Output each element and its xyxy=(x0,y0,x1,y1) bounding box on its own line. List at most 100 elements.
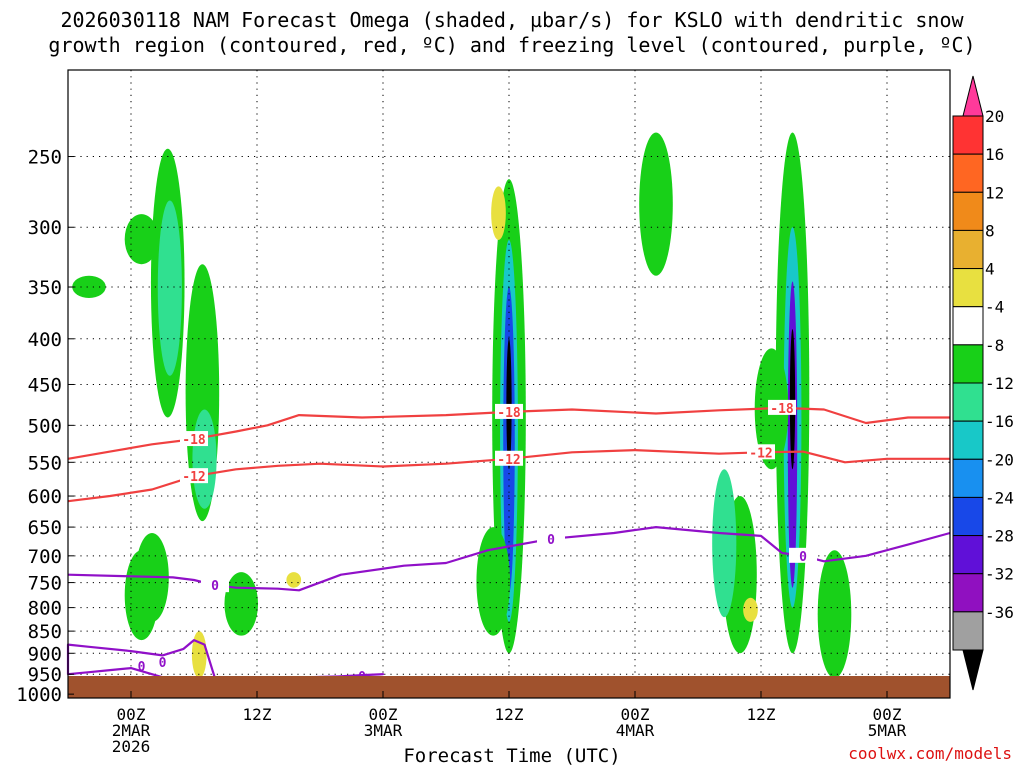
colorbar-segment xyxy=(952,496,984,537)
colorbar-segment xyxy=(952,573,984,613)
x-tick-label: 00Z xyxy=(369,705,398,724)
omega-cell xyxy=(191,631,207,679)
colorbar-label: -8 xyxy=(985,336,1004,355)
omega-cell xyxy=(72,275,106,298)
x-tick-label: 4MAR xyxy=(616,721,655,740)
y-tick-label: 400 xyxy=(28,329,62,351)
credit-text: coolwx.com/models xyxy=(848,744,1012,763)
colorbar-segment xyxy=(952,420,984,460)
freezing-level-lower xyxy=(66,639,385,683)
contour-label: -18 xyxy=(497,406,521,421)
omega-cell xyxy=(817,550,852,679)
colorbar-segment xyxy=(952,229,984,270)
y-tick-label: 650 xyxy=(28,517,62,539)
contour-label: -12 xyxy=(497,453,520,468)
contour-label: -12 xyxy=(749,446,772,461)
colorbar-segment xyxy=(952,611,984,651)
omega-cell xyxy=(789,328,796,470)
x-tick-label: 2MAR xyxy=(112,721,151,740)
ground-surface xyxy=(68,676,950,698)
contour-label-bg xyxy=(201,577,229,593)
contour-label-bg xyxy=(789,547,817,563)
x-tick-label: 12Z xyxy=(495,705,524,724)
omega-cell xyxy=(476,527,511,636)
colorbar-segment xyxy=(952,344,984,384)
y-tick-label: 350 xyxy=(28,277,62,299)
y-tick-label: 300 xyxy=(28,217,62,239)
colorbar-label: -12 xyxy=(985,374,1014,393)
contour-label: 0 xyxy=(799,550,807,565)
chart-title-line-2: growth region (contoured, red, ºC) and f… xyxy=(48,33,976,57)
colorbar-segment xyxy=(952,268,984,308)
freezing-label: 0 xyxy=(138,660,146,675)
y-tick-label: 700 xyxy=(28,546,62,568)
x-axis-title: Forecast Time (UTC) xyxy=(403,745,621,767)
colorbar-label: -16 xyxy=(985,412,1014,431)
colorbar-label: -4 xyxy=(985,298,1004,317)
y-tick-label: 950 xyxy=(28,664,62,686)
omega-cell xyxy=(712,469,737,618)
colorbar-segment xyxy=(952,535,984,575)
y-tick-label: 800 xyxy=(28,598,62,620)
colorbar-label: 8 xyxy=(985,221,995,240)
colorbar-label: 4 xyxy=(985,260,995,279)
y-tick-label: 250 xyxy=(28,147,62,169)
colorbar: 20 16 12 8 4 -4 -8 -12 -16 -20 -24 -28 -32 -36 xyxy=(952,75,1014,691)
colorbar-label: -36 xyxy=(985,603,1014,622)
contour-label-bg xyxy=(747,444,775,460)
omega-cell xyxy=(192,409,217,509)
omega-cell xyxy=(286,572,302,588)
freezing-label: 0 xyxy=(159,656,167,671)
colorbar-top-arrow xyxy=(962,75,984,117)
colorbar-label: -20 xyxy=(985,450,1014,469)
contour-label: 0 xyxy=(547,533,555,548)
colorbar-segment xyxy=(952,115,984,155)
omega-cell xyxy=(743,597,758,622)
colorbar-label: 16 xyxy=(985,145,1004,164)
x-tick-label: 12Z xyxy=(243,705,272,724)
colorbar-segment xyxy=(952,382,984,422)
omega-cell xyxy=(491,186,506,240)
contour-label: -12 xyxy=(182,470,205,485)
colorbar-segment xyxy=(952,306,984,346)
contour-label-bg xyxy=(180,431,208,447)
contour-label: -18 xyxy=(182,433,206,448)
x-tick-label: 00Z xyxy=(873,705,902,724)
contour-label-bg xyxy=(495,450,523,466)
y-tick-label: 500 xyxy=(28,415,62,437)
colorbar-label: 12 xyxy=(985,183,1004,202)
colorbar-segment xyxy=(952,458,984,498)
colorbar-label: -28 xyxy=(985,527,1014,546)
y-tick-label: 450 xyxy=(28,374,62,396)
x-tick-label: 3MAR xyxy=(364,721,403,740)
contour-label-bg xyxy=(768,399,796,415)
x-tick-label: 5MAR xyxy=(868,721,907,740)
colorbar-segment xyxy=(952,153,984,193)
y-tick-label: 600 xyxy=(28,486,62,508)
omega-cell xyxy=(157,200,182,376)
y-tick-label: 1000 xyxy=(16,684,62,706)
colorbar-bottom-arrow xyxy=(962,649,984,691)
contour-label: 0 xyxy=(211,579,219,594)
x-tick-label: 2026 xyxy=(112,737,151,756)
chart-title-line-1: 2026030118 NAM Forecast Omega (shaded, µ… xyxy=(60,8,964,32)
omega-cell xyxy=(124,214,159,265)
omega-cell xyxy=(224,572,259,636)
omega-cell xyxy=(639,132,673,276)
x-tick-label: 12Z xyxy=(747,705,776,724)
contour-label: -18 xyxy=(770,402,794,417)
colorbar-label: -32 xyxy=(985,565,1014,584)
y-tick-label: 550 xyxy=(28,452,62,474)
colorbar-label: 20 xyxy=(985,107,1004,126)
contour-label-bg xyxy=(537,530,565,546)
contour-lines: -18-18-18-12-12-12000000 xyxy=(66,399,951,685)
y-tick-label: 850 xyxy=(28,621,62,643)
contour-label-bg xyxy=(180,468,208,484)
y-tick-label: 750 xyxy=(28,573,62,595)
contour-label-bg xyxy=(495,403,523,419)
colorbar-label: -24 xyxy=(985,488,1014,507)
colorbar-segment xyxy=(952,191,984,231)
